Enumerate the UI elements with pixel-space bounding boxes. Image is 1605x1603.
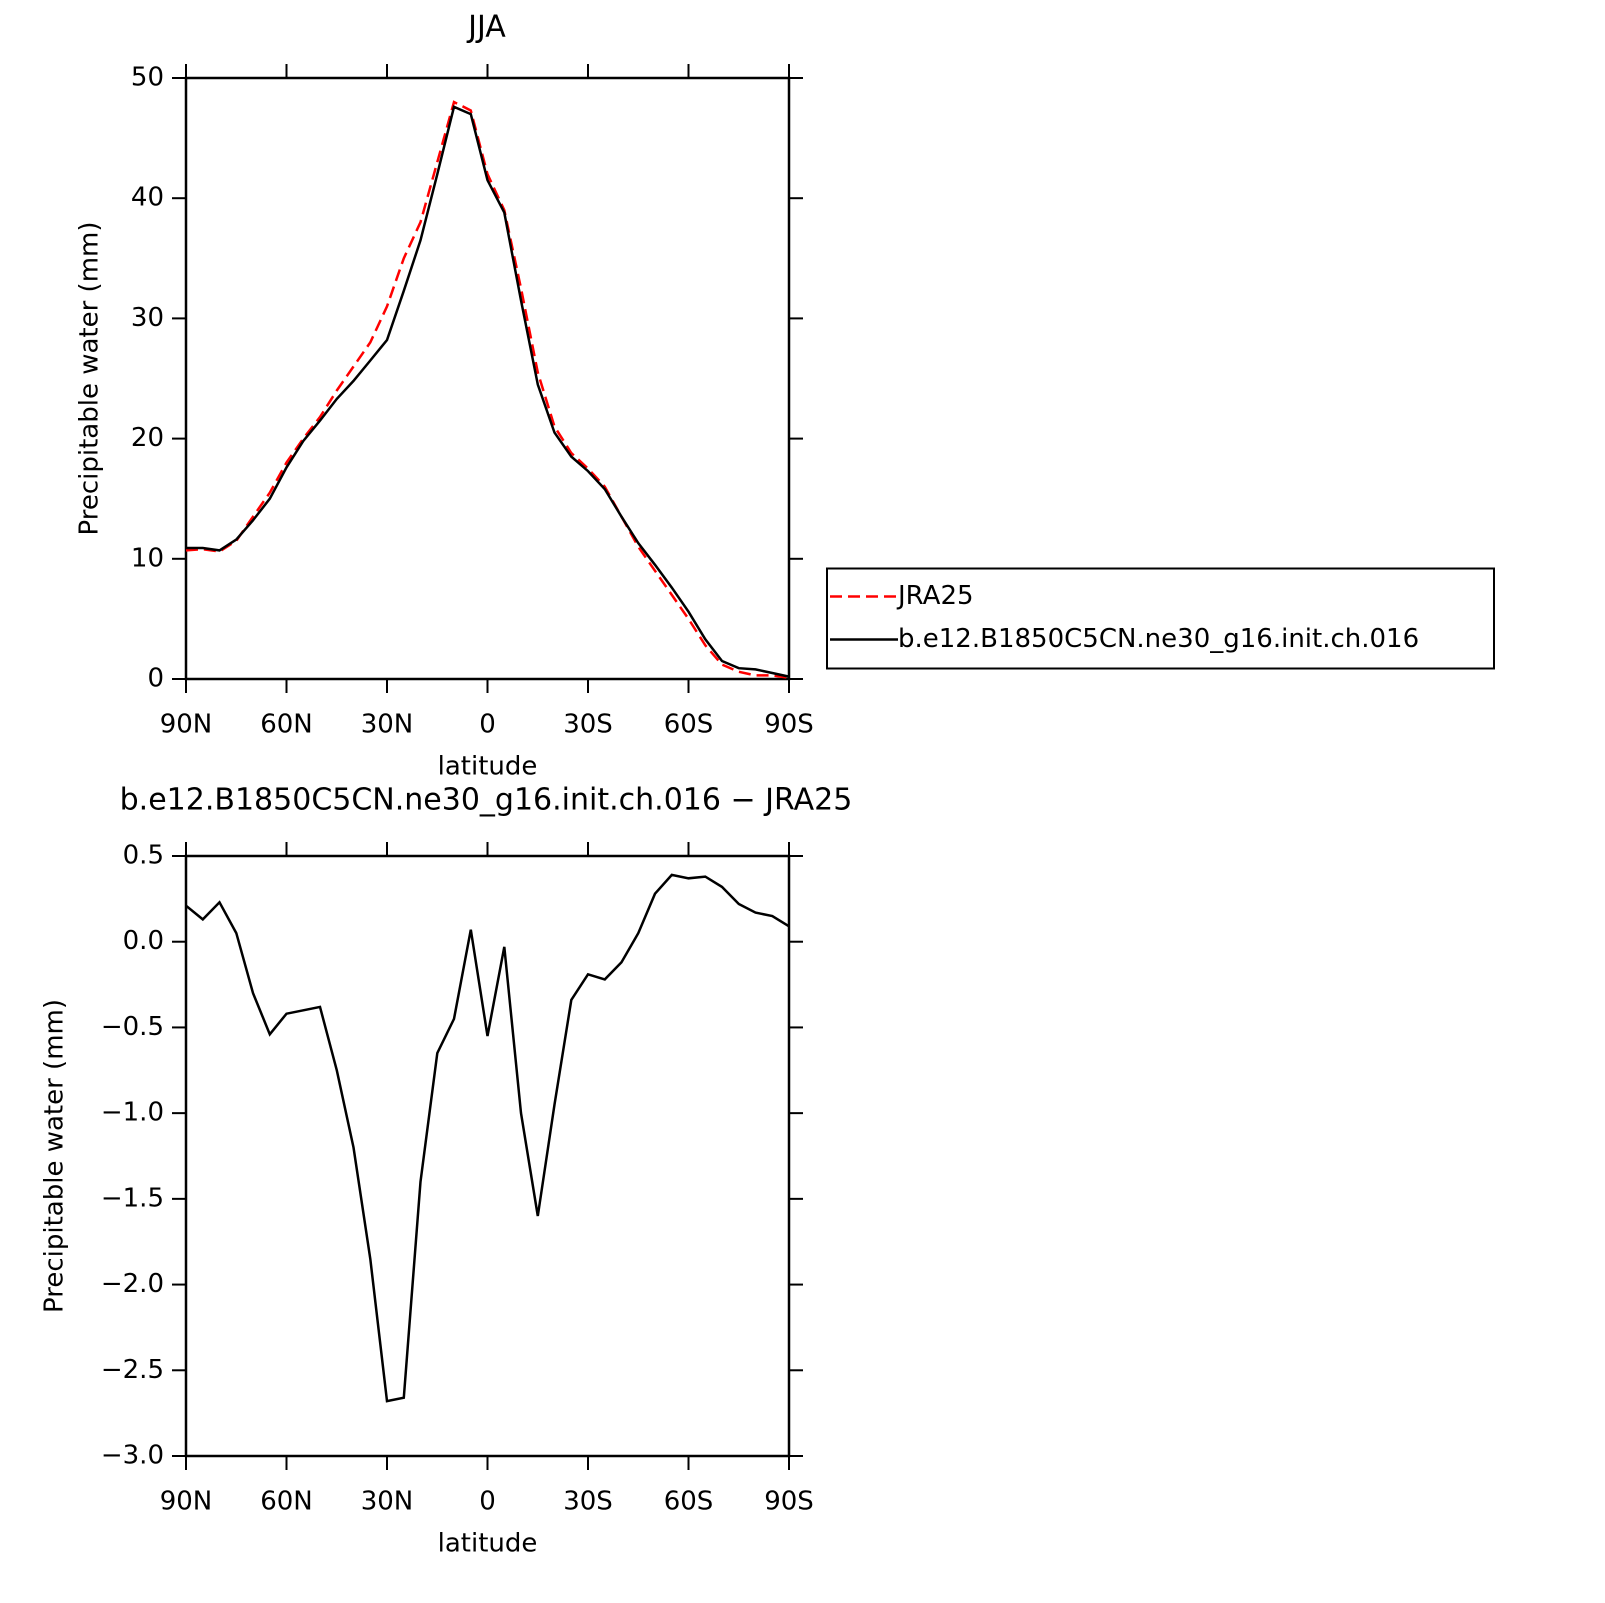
legend-label: JRA25	[896, 581, 974, 611]
y-tick-label: −2.0	[101, 1269, 164, 1299]
x-tick-label: 90S	[764, 710, 814, 740]
y-tick-label: −1.0	[101, 1098, 164, 1128]
chart-title: b.e12.B1850C5CN.ne30_g16.init.ch.016 − J…	[120, 783, 853, 818]
y-tick-label: 20	[131, 423, 164, 453]
x-tick-label: 60S	[664, 1487, 714, 1517]
x-axis-label: latitude	[438, 752, 538, 782]
y-tick-label: 40	[131, 183, 164, 213]
y-tick-label: 0.5	[123, 841, 164, 871]
x-tick-label: 30S	[563, 1487, 613, 1517]
x-tick-label: 30S	[563, 710, 613, 740]
x-tick-label: 90N	[160, 710, 213, 740]
x-tick-label: 60N	[260, 710, 313, 740]
y-tick-label: 50	[131, 63, 164, 93]
x-tick-label: 90N	[160, 1487, 213, 1517]
data-line	[185, 100, 790, 680]
y-tick-label: 30	[131, 303, 164, 333]
legend-box	[826, 567, 1495, 670]
y-tick-label: 0	[147, 664, 164, 694]
y-tick-label: −0.5	[101, 1012, 164, 1042]
y-axis-label: Precipitable water (mm)	[75, 222, 105, 536]
y-tick-label: −1.5	[101, 1183, 164, 1213]
plot-frame	[184, 854, 791, 1458]
x-tick-label: 90S	[764, 1487, 814, 1517]
y-tick-label: 0.0	[123, 926, 164, 956]
x-tick-label: 30N	[361, 1487, 414, 1517]
x-tick-label: 0	[479, 710, 496, 740]
y-tick-label: −3.0	[101, 1441, 164, 1471]
chart-title: JJA	[466, 10, 506, 45]
y-axis-label: Precipitable water (mm)	[40, 999, 70, 1313]
data-line	[185, 873, 790, 1403]
x-tick-label: 0	[479, 1487, 496, 1517]
legend-label: b.e12.B1850C5CN.ne30_g16.init.ch.016	[898, 624, 1419, 654]
x-tick-label: 30N	[361, 710, 414, 740]
x-tick-label: 60N	[260, 1487, 313, 1517]
data-line	[186, 105, 790, 678]
y-tick-label: −2.5	[101, 1355, 164, 1385]
x-tick-label: 60S	[664, 710, 714, 740]
y-tick-label: 10	[131, 543, 164, 573]
plot-frame	[184, 76, 791, 681]
x-axis-label: latitude	[438, 1529, 538, 1559]
